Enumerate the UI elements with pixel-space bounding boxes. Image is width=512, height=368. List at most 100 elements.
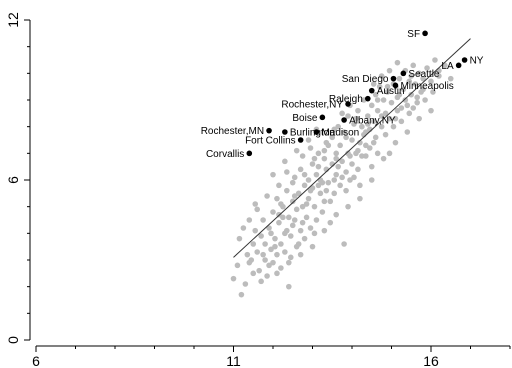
labeled-data-point: [392, 82, 399, 89]
data-point: [321, 227, 328, 234]
data-point: [372, 91, 379, 98]
data-point: [339, 174, 345, 181]
data-point: [341, 129, 347, 135]
data-point: [323, 139, 330, 146]
data-point: [258, 233, 264, 239]
y-tick-label: 0: [5, 336, 21, 344]
data-point: [355, 147, 361, 154]
labeled-data-point: [461, 57, 468, 63]
data-point: [321, 198, 328, 205]
data-point: [333, 211, 340, 218]
data-point: [363, 142, 369, 149]
x-tick-label: 16: [423, 353, 439, 368]
data-point: [323, 187, 330, 194]
data-point: [240, 225, 247, 231]
data-point: [420, 75, 426, 82]
data-point: [418, 89, 424, 95]
data-point: [335, 163, 341, 170]
data-point: [374, 150, 381, 157]
data-point: [368, 177, 375, 183]
data-point: [305, 195, 312, 202]
data-point: [282, 158, 288, 165]
data-point: [268, 230, 274, 237]
data-point: [278, 241, 284, 247]
labeled-data-point: [400, 70, 407, 77]
data-point: [313, 217, 320, 223]
data-point: [274, 195, 280, 202]
data-point: [289, 222, 296, 229]
data-point: [299, 203, 306, 210]
data-point: [284, 227, 290, 234]
data-point: [337, 142, 343, 149]
data-point: [384, 89, 391, 95]
data-point: [303, 201, 310, 207]
data-point: [398, 118, 405, 125]
data-point: [311, 230, 318, 237]
data-point: [329, 134, 336, 141]
data-point: [331, 126, 338, 133]
data-point: [254, 249, 260, 255]
data-point: [236, 235, 243, 242]
data-point: [378, 73, 385, 79]
data-point: [252, 201, 259, 207]
point-label: Minneapolis: [400, 81, 453, 92]
data-point: [386, 67, 393, 74]
labeled-data-point: [345, 101, 351, 107]
point-label: Rochester,MN: [201, 126, 264, 137]
data-point: [366, 145, 373, 151]
data-point: [286, 283, 292, 290]
data-point: [355, 166, 361, 173]
data-point: [406, 78, 413, 85]
y-tick-label: 12: [5, 12, 21, 28]
data-point: [335, 123, 341, 130]
data-point: [276, 182, 282, 189]
data-point: [268, 246, 274, 253]
data-point: [430, 89, 436, 95]
data-point: [317, 190, 324, 197]
data-point: [287, 233, 294, 239]
x-tick-label: 11: [226, 353, 241, 368]
data-point: [272, 235, 278, 242]
data-point: [408, 91, 415, 98]
data-point: [278, 201, 284, 207]
data-point: [325, 179, 332, 186]
data-point: [307, 145, 314, 151]
labeled-data-point: [341, 117, 347, 123]
x-ticks: 6 11 16: [32, 346, 511, 368]
data-point: [343, 134, 349, 141]
point-label: LA: [441, 61, 454, 72]
data-point: [374, 97, 381, 103]
data-point: [264, 193, 270, 199]
data-point: [416, 115, 422, 122]
data-point: [242, 281, 249, 287]
labeled-data-point: [282, 129, 288, 135]
data-point: [359, 153, 365, 159]
data-point: [274, 251, 280, 258]
data-point: [311, 155, 318, 162]
data-point: [286, 214, 292, 221]
labeled-data-point: [319, 114, 326, 121]
data-point: [428, 78, 434, 85]
data-point: [394, 59, 401, 66]
data-point: [315, 182, 322, 189]
data-point: [341, 241, 347, 247]
data-point: [333, 150, 340, 157]
data-point: [343, 187, 349, 194]
data-point: [428, 107, 434, 114]
data-point: [353, 115, 359, 122]
point-label: Albany,NY: [349, 116, 396, 127]
data-point: [301, 235, 308, 242]
data-point: [286, 259, 292, 266]
data-point: [339, 110, 345, 117]
data-point: [278, 265, 284, 271]
data-point: [258, 278, 264, 285]
data-point: [309, 243, 316, 250]
data-point: [386, 150, 393, 157]
data-point: [408, 73, 415, 79]
labeled-data-point: [390, 75, 397, 82]
data-point: [299, 219, 306, 226]
data-point: [319, 179, 326, 186]
data-point: [293, 206, 300, 213]
data-point: [370, 81, 377, 87]
